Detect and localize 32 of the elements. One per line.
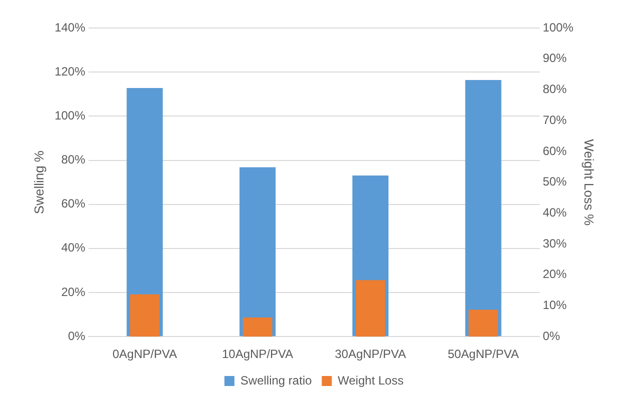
legend-label: Weight Loss (338, 373, 404, 388)
y-tick-label: 100% (54, 108, 86, 122)
x-tick-label: 0AgNP/PVA (112, 347, 177, 362)
y2-tick-label: 0% (542, 328, 560, 343)
legend-label: Swelling ratio (240, 373, 312, 388)
y-tick-label: 20% (61, 284, 86, 299)
y2-tick-label: 40% (542, 205, 568, 220)
y2-tick-label: 20% (542, 267, 568, 282)
x-tick-label: 10AgNP/PVA (222, 347, 294, 362)
x-tick-label: 30AgNP/PVA (334, 347, 406, 362)
y2-tick-label: 30% (542, 236, 568, 250)
bar (240, 167, 276, 336)
y-axis-title: Swelling % (31, 150, 46, 214)
bar (468, 310, 498, 337)
y2-axis-title: Weight Loss % (582, 139, 597, 226)
y2-tick-label: 90% (542, 51, 568, 66)
y2-tick-label: 60% (542, 144, 568, 158)
y-tick-label: 0% (68, 328, 86, 343)
y2-tick-label: 100% (542, 20, 574, 34)
y2-tick-label: 10% (542, 298, 568, 312)
y-tick-label: 120% (54, 64, 86, 78)
bar (242, 317, 272, 337)
bar (130, 294, 160, 337)
y-tick-label: 140% (54, 20, 86, 34)
y2-tick-label: 50% (542, 174, 568, 189)
y2-tick-label: 70% (542, 112, 568, 127)
bar (465, 80, 502, 336)
y-tick-label: 80% (61, 152, 86, 167)
x-tick-label: 50AgNP/PVA (448, 347, 519, 362)
y-tick-label: 60% (61, 196, 86, 211)
y-tick-label: 40% (61, 240, 86, 255)
y2-tick-label: 80% (542, 82, 568, 96)
